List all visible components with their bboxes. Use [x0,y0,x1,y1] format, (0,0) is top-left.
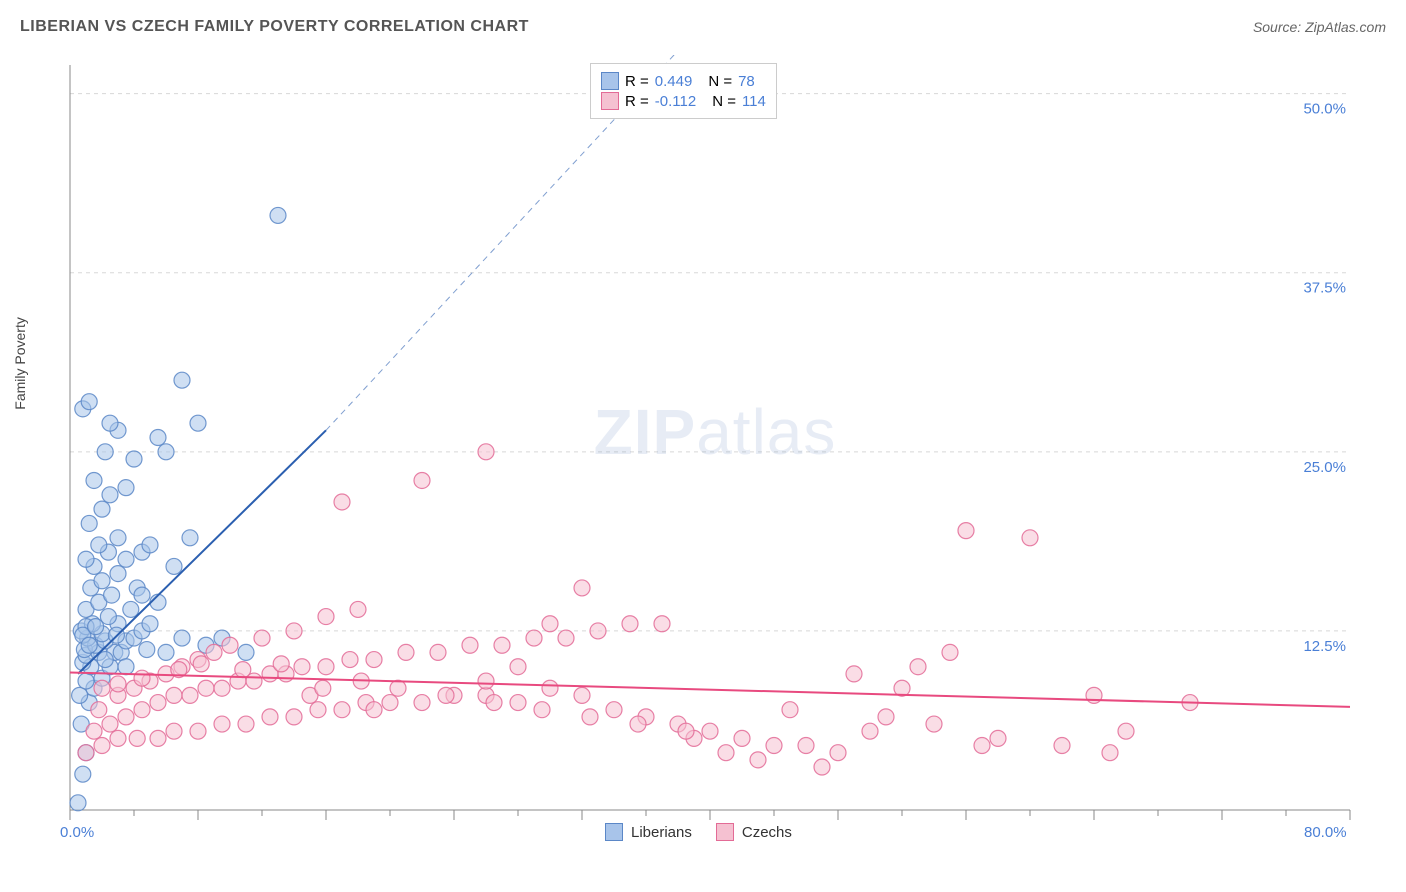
series-legend: LiberiansCzechs [605,823,792,841]
stats-legend: R = 0.449N = 78R = -0.112N = 114 [590,63,777,119]
scatter-chart: 12.5% 25.0% 37.5% 50.0% [50,55,1380,840]
chart-area: Family Poverty 12.5%25.0%37.5%50.0% ZIPa… [50,55,1380,840]
x-axis-min-label: 0.0% [60,824,94,841]
chart-title: LIBERIAN VS CZECH FAMILY POVERTY CORRELA… [20,18,529,36]
svg-text:37.5%: 37.5% [1303,280,1346,297]
svg-text:25.0%: 25.0% [1303,459,1346,476]
y-axis-label: Family Poverty [12,317,28,410]
svg-text:12.5%: 12.5% [1303,638,1346,655]
svg-text:50.0%: 50.0% [1303,101,1346,118]
x-axis-max-label: 80.0% [1304,824,1347,841]
source-label: Source: ZipAtlas.com [1253,19,1386,35]
